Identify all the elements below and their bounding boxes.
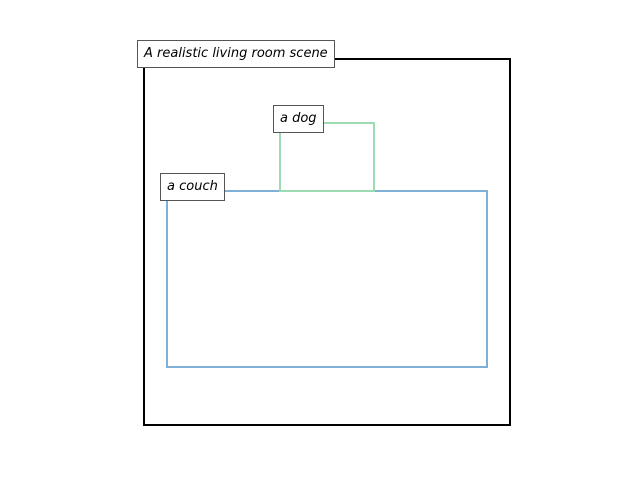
couch-label: a couch bbox=[160, 173, 225, 201]
dog-bounding-box bbox=[279, 122, 375, 192]
dog-label: a dog bbox=[273, 105, 324, 133]
scene-label: A realistic living room scene bbox=[137, 40, 335, 68]
couch-bounding-box bbox=[166, 190, 488, 368]
